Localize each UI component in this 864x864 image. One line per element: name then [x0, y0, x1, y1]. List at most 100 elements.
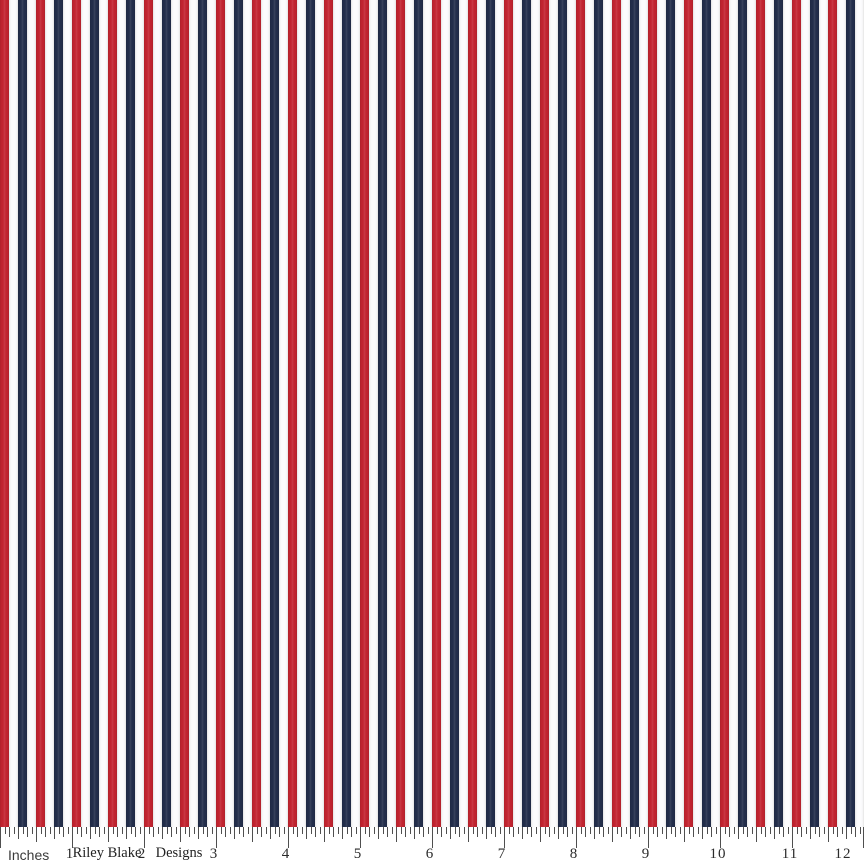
ruler-tick [625, 827, 627, 834]
ruler-tick [855, 827, 856, 837]
ruler-tick [517, 827, 519, 834]
ruler-tick [652, 827, 654, 834]
ruler-tick [135, 827, 136, 837]
ruler-tick [13, 827, 15, 834]
ruler-tick [121, 827, 123, 834]
ruler-tick [409, 827, 411, 834]
ruler-tick [117, 827, 118, 837]
ruler-tick [760, 827, 762, 834]
ruler-tick [274, 827, 276, 834]
ruler-tick [679, 827, 681, 834]
ruler-number: 3 [209, 846, 219, 862]
ruler-tick [531, 827, 532, 837]
ruler-tick [378, 827, 379, 839]
ruler-tick [540, 827, 541, 842]
ruler-tick [729, 827, 730, 837]
ruler-tick [526, 827, 528, 834]
ruler-tick [315, 827, 316, 837]
ruler-tick [184, 827, 186, 834]
ruler-tick [765, 827, 766, 837]
ruler-tick [130, 827, 132, 834]
ruler-tick [832, 827, 834, 834]
ruler-tick [423, 827, 424, 837]
ruler-tick [562, 827, 564, 834]
ruler-tick [792, 827, 793, 848]
ruler-tick [9, 827, 10, 837]
ruler-tick [243, 827, 244, 837]
ruler-tick [414, 827, 415, 839]
ruler-tick [661, 827, 663, 834]
ruler-tick [265, 827, 267, 834]
ruler-tick [40, 827, 42, 834]
ruler-tick [256, 827, 258, 834]
brand-name-riley-blake: Riley Blake [72, 845, 142, 861]
ruler-tick [94, 827, 96, 834]
ruler-tick [211, 827, 213, 834]
ruler-tick [598, 827, 600, 834]
ruler-tick [490, 827, 492, 834]
ruler-tick [391, 827, 393, 834]
ruler-tick [481, 827, 483, 834]
ruler-tick [144, 827, 145, 848]
ruler-tick [373, 827, 375, 834]
ruler-tick [499, 827, 501, 834]
ruler-tick [711, 827, 712, 837]
ruler-tick [337, 827, 339, 834]
ruler-tick [387, 827, 388, 837]
ruler-tick [472, 827, 474, 834]
ruler-tick [279, 827, 280, 837]
ruler-tick [580, 827, 582, 834]
ruler-tick [675, 827, 676, 837]
ruler-tick [171, 827, 172, 837]
ruler-tick [567, 827, 568, 837]
ruler-tick [796, 827, 798, 834]
ruler-tick [454, 827, 456, 834]
ruler-number: 6 [425, 846, 435, 862]
ruler-tick [360, 827, 361, 848]
ruler-tick [756, 827, 757, 842]
ruler-tick [508, 827, 510, 834]
ruler-tick [306, 827, 307, 839]
ruler-tick [810, 827, 811, 839]
ruler-tick [396, 827, 397, 842]
ruler-tick [220, 827, 222, 834]
ruler-tick [346, 827, 348, 834]
ruler-tick [706, 827, 708, 834]
ruler-tick [724, 827, 726, 834]
ruler-tick [603, 827, 604, 837]
ruler-tick [522, 827, 523, 839]
ruler-tick [355, 827, 357, 834]
ruler-tick [292, 827, 294, 834]
ruler-tick [441, 827, 442, 837]
ruler-tick [18, 827, 19, 839]
ruler-tick [621, 827, 622, 837]
ruler-tick [234, 827, 235, 839]
ruler-tick [616, 827, 618, 834]
ruler-tick [733, 827, 735, 834]
ruler-tick [585, 827, 586, 837]
ruler-tick [72, 827, 73, 848]
ruler-tick [823, 827, 825, 834]
ruler-tick [369, 827, 370, 837]
ruler-tick [63, 827, 64, 837]
ruler-tick [486, 827, 487, 839]
ruler-tick [468, 827, 469, 842]
ruler-tick [576, 827, 577, 848]
ruler-tick [103, 827, 105, 834]
ruler-tick [247, 827, 249, 834]
ruler-tick [801, 827, 802, 837]
ruler-tick [837, 827, 838, 837]
ruler-number: 12 [834, 846, 852, 862]
ruler-tick [553, 827, 555, 834]
ruler-tick [67, 827, 69, 834]
ruler-tick [166, 827, 168, 834]
ruler-tick [702, 827, 703, 839]
ruler-tick [270, 827, 271, 839]
ruler-tick [463, 827, 465, 834]
ruler-tick [742, 827, 744, 834]
ruler-number: 4 [281, 846, 291, 862]
ruler-tick [594, 827, 595, 839]
ruler-tick [238, 827, 240, 834]
ruler-tick [769, 827, 771, 834]
ruler-tick [747, 827, 748, 837]
